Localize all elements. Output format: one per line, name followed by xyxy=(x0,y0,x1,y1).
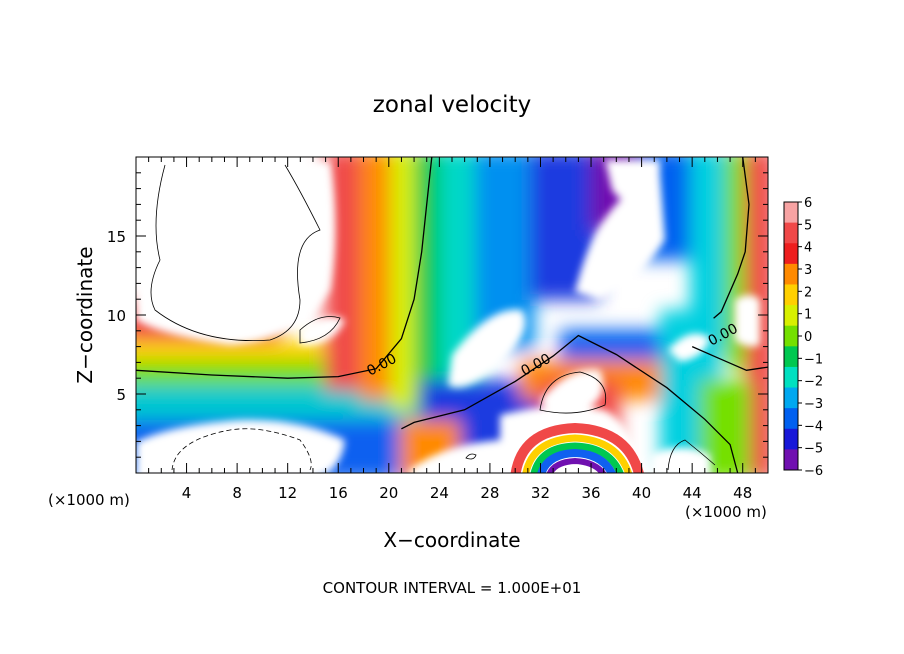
colorbar-label: 6 xyxy=(804,196,812,211)
zero-contour-line xyxy=(713,157,750,319)
colorbar-swatch xyxy=(784,325,798,347)
x-tick-label: 36 xyxy=(581,484,600,502)
x-tick-label: 44 xyxy=(683,484,702,502)
y-tick-label: 10 xyxy=(107,307,126,325)
zero-contour-line xyxy=(401,334,739,473)
colorbar-label: −4 xyxy=(804,419,823,434)
colorbar-swatch xyxy=(784,284,798,306)
x-tick-label: 24 xyxy=(430,484,449,502)
x-axis: 4 8 12 16 20 24 28 32 36 40 44 48 xyxy=(148,157,756,502)
zero-contours xyxy=(136,157,768,473)
x-tick-label: 4 xyxy=(182,484,192,502)
colorbar-swatch xyxy=(784,428,798,450)
zero-contour-line xyxy=(136,157,433,379)
colorbar-label: −2 xyxy=(804,375,823,390)
colorbar-swatch xyxy=(784,243,798,265)
colorbar-swatch xyxy=(784,449,798,471)
x-tick-label: 40 xyxy=(632,484,651,502)
x-tick-label: 8 xyxy=(232,484,242,502)
y-tick-label: 15 xyxy=(107,228,126,246)
y-axis: 5 10 15 xyxy=(107,172,768,458)
x-tick-label: 12 xyxy=(278,484,297,502)
colorbar-label: 5 xyxy=(804,218,812,233)
colorbar-swatch xyxy=(784,263,798,285)
zero-contour-line xyxy=(691,346,768,371)
colorbar-swatch xyxy=(784,222,798,244)
colorbar-swatch xyxy=(784,366,798,389)
colorbar-label: 1 xyxy=(804,308,812,323)
velocity-field xyxy=(136,157,768,473)
y-axis-label: Z−coordinate xyxy=(73,246,97,383)
colorbar-swatch xyxy=(784,387,798,409)
colorbar-label: 3 xyxy=(804,263,812,278)
colorbar-label: −6 xyxy=(804,464,823,479)
colorbar-swatch xyxy=(784,305,798,327)
x-tick-label: 20 xyxy=(379,484,398,502)
x-tick-label: 48 xyxy=(733,484,752,502)
colorbar-swatch xyxy=(784,346,798,368)
chart-title: zonal velocity xyxy=(373,92,531,118)
contour-interval-note: CONTOUR INTERVAL = 1.000E+01 xyxy=(323,579,582,597)
colorbar-label: −5 xyxy=(804,442,823,457)
colorbar-swatch xyxy=(784,202,798,224)
colorbar-label: 2 xyxy=(804,285,812,300)
colorbar-label: −1 xyxy=(804,352,823,367)
x-unit-right: (×1000 m) xyxy=(685,503,767,521)
x-tick-label: 16 xyxy=(329,484,348,502)
x-tick-label: 32 xyxy=(531,484,550,502)
colorbar: 6 5 4 3 2 1 0 −1 −2 −3 −4 −5 −6 xyxy=(783,196,823,479)
y-tick-label: 5 xyxy=(116,386,126,404)
colorbar-swatch xyxy=(784,408,798,430)
x-tick-label: 28 xyxy=(480,484,499,502)
colorbar-label: 4 xyxy=(804,241,812,256)
x-axis-label: X−coordinate xyxy=(383,528,520,552)
colorbar-label: −3 xyxy=(804,397,823,412)
x-unit-left: (×1000 m) xyxy=(48,491,130,509)
colorbar-label: 0 xyxy=(804,330,812,345)
